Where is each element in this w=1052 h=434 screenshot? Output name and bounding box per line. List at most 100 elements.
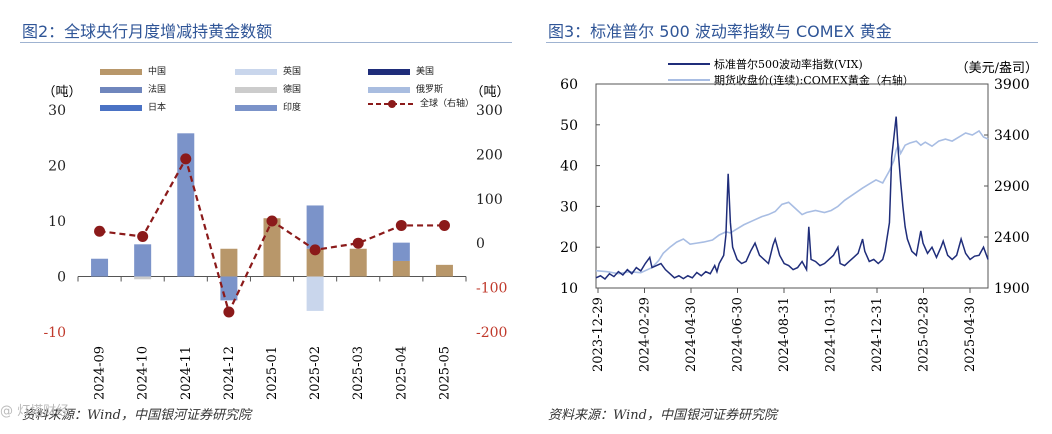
legend-label: 全球（右轴） xyxy=(420,99,475,109)
legend-swatch xyxy=(100,68,142,75)
x-tick-label: 2024-12 xyxy=(222,346,237,400)
global-data-point xyxy=(137,231,149,243)
global-data-point xyxy=(180,153,192,165)
bar-segment xyxy=(220,276,238,301)
panel-vix-gold: 图3：标准普尔 500 波动率指数与 COMEX 黄金 标准普尔500波动率指数… xyxy=(526,0,1052,434)
legend-item: 英国 xyxy=(235,64,301,77)
legend-label: 法国 xyxy=(148,85,167,95)
x-tick-label: 2023-12-29 xyxy=(591,297,606,372)
bar-segment xyxy=(91,258,109,277)
bar-segment xyxy=(177,133,195,277)
y2-tick-label: -100 xyxy=(476,281,507,297)
legend-label: 英国 xyxy=(283,67,302,77)
legend-item: 法国 xyxy=(100,82,166,95)
title-divider-left xyxy=(20,42,512,43)
x-tick-label: 2024-10-31 xyxy=(824,297,839,372)
legend-item: 俄罗斯 xyxy=(368,82,443,95)
bar-segment xyxy=(306,248,324,277)
y-tick-label: 60 xyxy=(560,77,578,93)
legend-swatch xyxy=(235,68,277,75)
legend-item-global-line: 全球（右轴） xyxy=(368,96,474,110)
left-axis-unit: （吨） xyxy=(42,85,81,100)
bar-segment xyxy=(134,276,152,280)
bar-segment xyxy=(306,276,324,311)
legend-swatch xyxy=(235,104,277,111)
bar-segment xyxy=(392,242,410,261)
y2-tick-label: 3400 xyxy=(994,128,1030,144)
x-tick-label: 2024-04-30 xyxy=(684,297,699,372)
vix-gold-line-chart: 标准普尔500波动率指数(VIX) 期货收盘价(连续):COMEX黄金（右轴） … xyxy=(560,57,1038,372)
x-tick-label: 2024-08-31 xyxy=(777,297,792,372)
y-tick-label: -10 xyxy=(43,325,66,341)
x-tick-label: 2024-02-29 xyxy=(638,297,653,372)
legend-label: 德国 xyxy=(283,85,302,95)
legend-label: 印度 xyxy=(283,103,302,113)
y2-tick-label: 2900 xyxy=(994,179,1030,195)
bar-segment xyxy=(220,248,238,277)
y2-tick-label: 300 xyxy=(476,103,503,119)
bar-segment xyxy=(349,248,367,277)
y2-tick-label: 100 xyxy=(476,192,503,208)
legend-line-swatch xyxy=(368,99,416,108)
gold-price-line xyxy=(595,129,989,275)
legend-swatch xyxy=(100,104,142,111)
y2-tick-label: 0 xyxy=(476,236,485,252)
y2-tick-label: 3900 xyxy=(994,77,1030,93)
bar-segment xyxy=(435,264,453,277)
global-data-point xyxy=(309,244,321,256)
x-tick-label: 2025-01 xyxy=(265,346,280,400)
legend-swatch xyxy=(235,86,277,93)
right-axis-unit: （吨） xyxy=(470,85,509,100)
legend-item: 印度 xyxy=(235,100,301,113)
plot-frame xyxy=(595,83,989,289)
vix-line xyxy=(595,116,989,281)
chart-title-left: 图2：全球央行月度增减持黄金数额 xyxy=(22,22,273,41)
source-note-right: 资料来源：Wind，中国银河证券研究院 xyxy=(548,408,777,423)
legend-item: 美国 xyxy=(368,64,434,77)
x-tick-label: 2025-04-30 xyxy=(963,297,978,372)
bar-segment xyxy=(392,260,410,277)
right-axis-unit: （美元/盎司） xyxy=(956,61,1038,76)
y2-tick-label: -200 xyxy=(476,325,507,341)
legend-swatch xyxy=(100,86,142,93)
global-data-point xyxy=(94,225,106,237)
x-tick-label: 2025-03 xyxy=(351,346,366,400)
y-tick-label: 10 xyxy=(48,214,66,230)
legend-item: 德国 xyxy=(235,82,301,95)
global-data-point xyxy=(438,219,450,231)
legend-item: 中国 xyxy=(100,64,166,77)
x-tick-label: 2024-12-31 xyxy=(870,297,885,372)
x-tick-label: 2025-02-28 xyxy=(917,297,932,372)
global-data-point xyxy=(352,237,364,249)
legend-label: 俄罗斯 xyxy=(416,85,444,95)
bar-segment xyxy=(134,244,152,277)
source-note-left: 资料来源：Wind，中国银河证券研究院 xyxy=(22,408,251,423)
legend-label-vix: 标准普尔500波动率指数(VIX) xyxy=(714,57,863,71)
y2-tick-label: 1900 xyxy=(994,281,1030,297)
y-tick-label: 10 xyxy=(560,281,578,297)
y-tick-label: 20 xyxy=(48,159,66,175)
y2-tick-label: 2400 xyxy=(994,230,1030,246)
x-tick-label: 2024-11 xyxy=(179,346,194,400)
legend-label-gold: 期货收盘价(连续):COMEX黄金（右轴） xyxy=(714,73,914,87)
x-tick-label: 2025-05 xyxy=(437,346,452,400)
legend-label: 中国 xyxy=(148,67,167,77)
legend-item: 日本 xyxy=(100,100,166,113)
y-tick-label: 30 xyxy=(560,199,578,215)
panel-central-bank-gold: 图2：全球央行月度增减持黄金数额 中国 英国 美国 法国 德国 俄罗斯 日本 印… xyxy=(0,22,512,423)
y-tick-label: 20 xyxy=(560,240,578,256)
x-tick-label: 2024-09 xyxy=(93,346,108,400)
legend-label: 美国 xyxy=(416,67,435,77)
bar-segment xyxy=(263,218,281,277)
x-tick-label: 2025-02 xyxy=(308,346,323,400)
global-data-point xyxy=(395,219,407,231)
legend-label: 日本 xyxy=(148,103,167,113)
chart-title-right: 图3：标准普尔 500 波动率指数与 COMEX 黄金 xyxy=(548,22,892,41)
x-tick-label: 2024-10 xyxy=(136,346,151,400)
global-data-point xyxy=(266,215,278,227)
y-tick-label: 0 xyxy=(57,270,66,286)
legend-swatch xyxy=(368,86,410,93)
watermark: @ 灯塔财经 xyxy=(0,404,70,419)
global-data-point xyxy=(223,306,235,318)
y-tick-label: 30 xyxy=(48,103,66,119)
